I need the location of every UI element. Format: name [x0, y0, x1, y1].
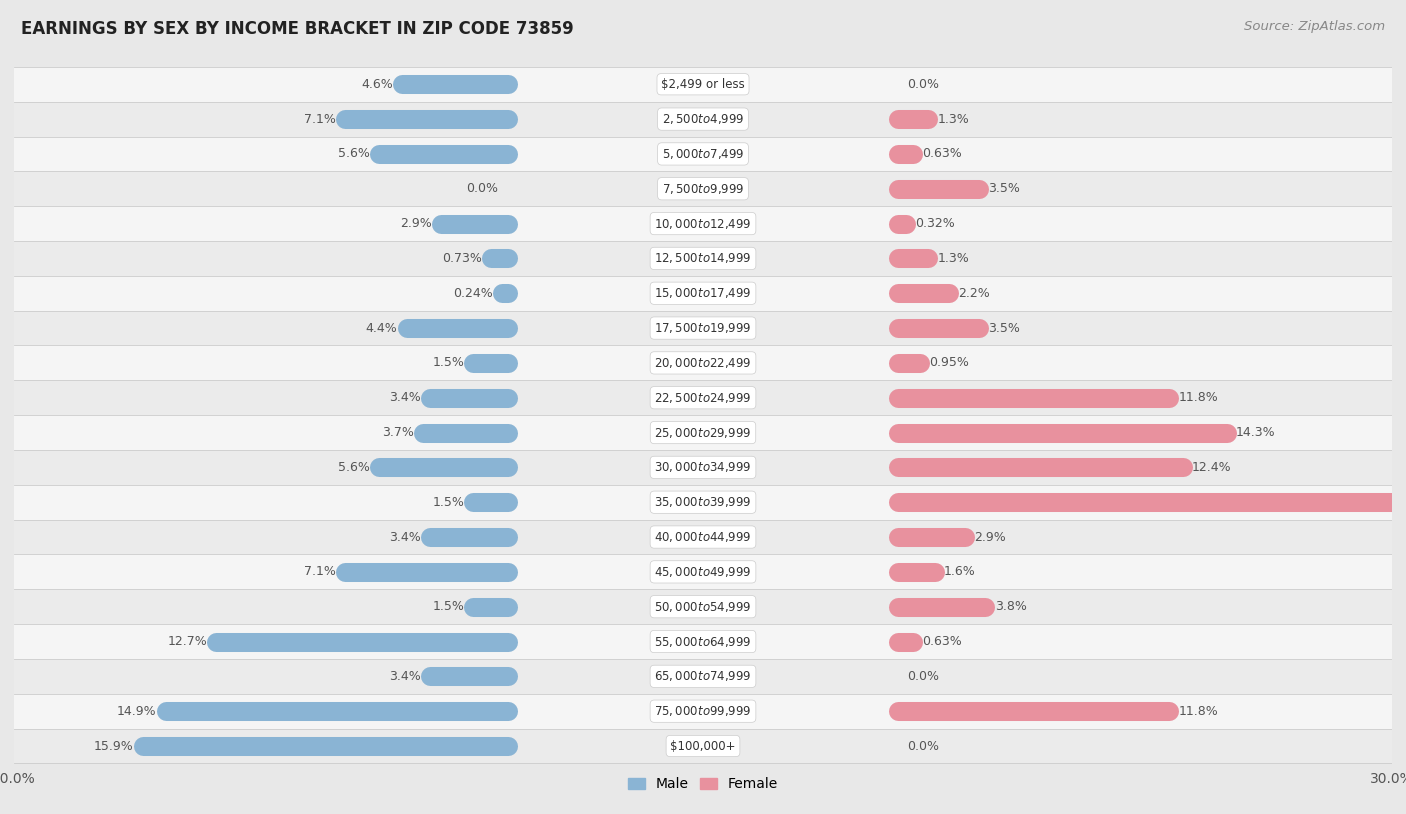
Text: 7.1%: 7.1%	[304, 566, 336, 579]
Bar	[14, 450, 1392, 485]
Text: 1.5%: 1.5%	[432, 600, 464, 613]
Text: 0.0%: 0.0%	[467, 182, 499, 195]
Text: 0.0%: 0.0%	[907, 739, 939, 752]
Text: EARNINGS BY SEX BY INCOME BRACKET IN ZIP CODE 73859: EARNINGS BY SEX BY INCOME BRACKET IN ZIP…	[21, 20, 574, 38]
Text: 15.9%: 15.9%	[94, 739, 134, 752]
Text: 1.3%: 1.3%	[938, 112, 969, 125]
Text: $100,000+: $100,000+	[671, 739, 735, 752]
Text: $2,499 or less: $2,499 or less	[661, 78, 745, 91]
Text: 3.7%: 3.7%	[382, 426, 413, 439]
Text: $50,000 to $54,999: $50,000 to $54,999	[654, 600, 752, 614]
Text: 0.32%: 0.32%	[915, 217, 955, 230]
Text: $45,000 to $49,999: $45,000 to $49,999	[654, 565, 752, 579]
Text: 0.0%: 0.0%	[907, 78, 939, 91]
Text: 0.63%: 0.63%	[922, 635, 962, 648]
Text: 5.6%: 5.6%	[337, 461, 370, 474]
Text: 5.6%: 5.6%	[337, 147, 370, 160]
Text: $55,000 to $64,999: $55,000 to $64,999	[654, 635, 752, 649]
Bar	[14, 519, 1392, 554]
Bar	[14, 589, 1392, 624]
Bar	[14, 276, 1392, 311]
Bar	[14, 171, 1392, 206]
Text: 11.8%: 11.8%	[1178, 705, 1218, 718]
Text: 14.9%: 14.9%	[117, 705, 156, 718]
Text: 0.73%: 0.73%	[441, 252, 482, 265]
Text: 2.9%: 2.9%	[401, 217, 432, 230]
Text: 1.5%: 1.5%	[432, 357, 464, 370]
Text: 12.4%: 12.4%	[1192, 461, 1232, 474]
Text: 0.24%: 0.24%	[453, 287, 494, 300]
Bar	[14, 241, 1392, 276]
Bar	[14, 659, 1392, 694]
Bar	[14, 380, 1392, 415]
Bar	[14, 624, 1392, 659]
Text: 1.5%: 1.5%	[432, 496, 464, 509]
Text: 3.4%: 3.4%	[389, 531, 420, 544]
Text: $12,500 to $14,999: $12,500 to $14,999	[654, 252, 752, 265]
Text: $65,000 to $74,999: $65,000 to $74,999	[654, 669, 752, 683]
Text: $25,000 to $29,999: $25,000 to $29,999	[654, 426, 752, 440]
Text: $10,000 to $12,499: $10,000 to $12,499	[654, 217, 752, 230]
Bar	[14, 206, 1392, 241]
Text: 3.8%: 3.8%	[994, 600, 1026, 613]
Bar	[14, 102, 1392, 137]
Text: 4.6%: 4.6%	[361, 78, 392, 91]
Text: 3.4%: 3.4%	[389, 670, 420, 683]
Text: $2,500 to $4,999: $2,500 to $4,999	[662, 112, 744, 126]
Bar	[14, 345, 1392, 380]
Text: 0.95%: 0.95%	[929, 357, 969, 370]
Text: $15,000 to $17,499: $15,000 to $17,499	[654, 287, 752, 300]
Text: $35,000 to $39,999: $35,000 to $39,999	[654, 495, 752, 510]
Bar	[14, 137, 1392, 171]
Text: $20,000 to $22,499: $20,000 to $22,499	[654, 356, 752, 370]
Text: 4.4%: 4.4%	[366, 322, 398, 335]
Text: 2.2%: 2.2%	[957, 287, 990, 300]
Text: Source: ZipAtlas.com: Source: ZipAtlas.com	[1244, 20, 1385, 33]
Bar	[14, 554, 1392, 589]
Text: $5,000 to $7,499: $5,000 to $7,499	[662, 147, 744, 161]
Legend: Male, Female: Male, Female	[623, 772, 783, 797]
Bar	[14, 485, 1392, 519]
Bar	[14, 67, 1392, 102]
Text: $22,500 to $24,999: $22,500 to $24,999	[654, 391, 752, 405]
Text: 1.3%: 1.3%	[938, 252, 969, 265]
Text: 0.63%: 0.63%	[922, 147, 962, 160]
Text: 11.8%: 11.8%	[1178, 392, 1218, 405]
Text: $7,500 to $9,999: $7,500 to $9,999	[662, 182, 744, 195]
Text: $30,000 to $34,999: $30,000 to $34,999	[654, 461, 752, 475]
Text: 2.9%: 2.9%	[974, 531, 1005, 544]
Text: 7.1%: 7.1%	[304, 112, 336, 125]
Text: 0.0%: 0.0%	[907, 670, 939, 683]
Text: 14.3%: 14.3%	[1236, 426, 1275, 439]
Text: $17,500 to $19,999: $17,500 to $19,999	[654, 321, 752, 335]
Text: 1.6%: 1.6%	[945, 566, 976, 579]
Bar	[14, 415, 1392, 450]
Bar	[14, 311, 1392, 345]
Text: 3.5%: 3.5%	[988, 322, 1019, 335]
Text: $75,000 to $99,999: $75,000 to $99,999	[654, 704, 752, 718]
Text: 12.7%: 12.7%	[167, 635, 207, 648]
Text: $40,000 to $44,999: $40,000 to $44,999	[654, 530, 752, 544]
Text: 3.5%: 3.5%	[988, 182, 1019, 195]
Text: 3.4%: 3.4%	[389, 392, 420, 405]
Bar	[14, 694, 1392, 729]
Bar	[14, 729, 1392, 764]
